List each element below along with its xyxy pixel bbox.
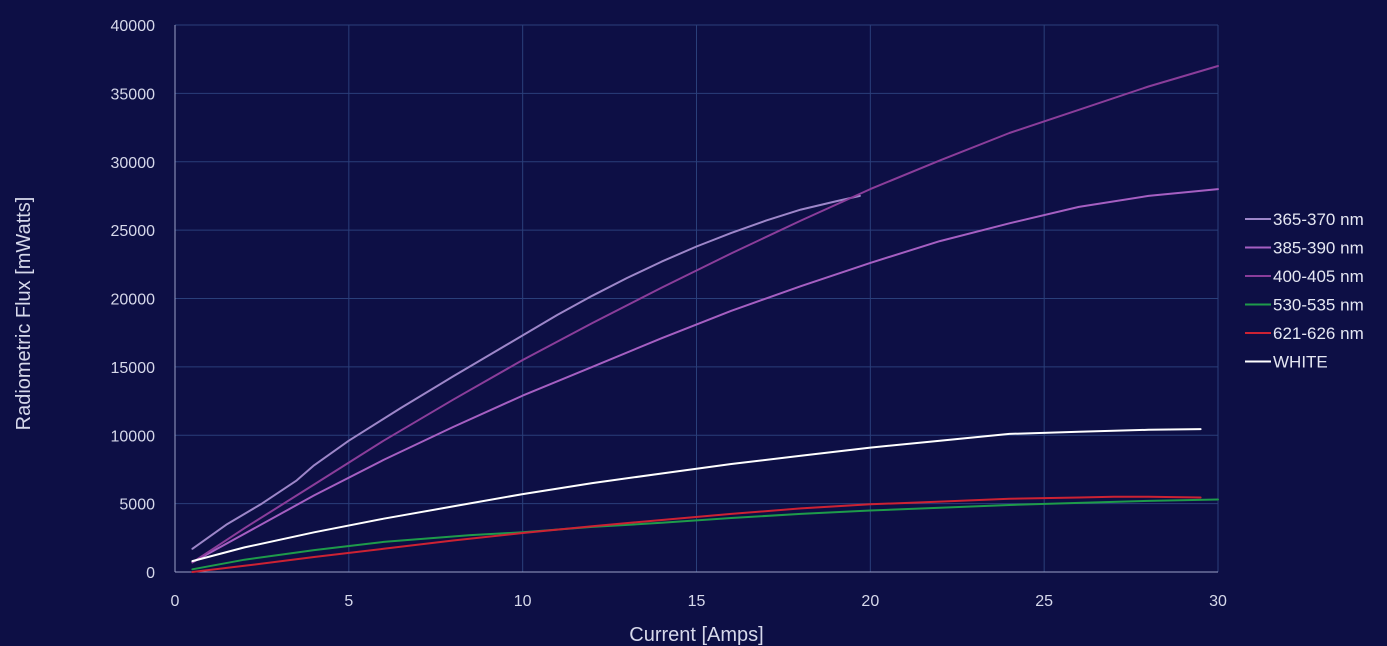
x-tick-label: 30 — [1209, 593, 1227, 610]
legend-item-white: WHITE — [1245, 353, 1328, 372]
y-axis-ticks: 0 5000 10000 15000 20000 25000 30000 35000 40000 — [111, 18, 156, 582]
legend-item-365-370-nm: 365-370 nm — [1245, 210, 1364, 229]
x-axis-ticks: 0 5 10 15 20 25 30 — [171, 593, 1227, 610]
y-axis-title: Radiometric Flux [mWatts] — [13, 197, 35, 431]
x-tick-label: 25 — [1035, 593, 1053, 610]
y-tick-label: 5000 — [119, 497, 155, 514]
grid — [175, 24, 1219, 572]
axes — [174, 25, 1218, 573]
y-tick-label: 0 — [146, 565, 155, 582]
y-tick-label: 25000 — [111, 223, 156, 240]
series-line-530-535-nm — [191, 498, 1219, 571]
legend-item-621-626-nm: 621-626 nm — [1245, 324, 1364, 343]
legend-label: 365-370 nm — [1273, 210, 1364, 229]
legend-label: 400-405 nm — [1273, 267, 1364, 286]
series-line-621-626-nm — [191, 495, 1202, 573]
y-tick-label: 30000 — [111, 155, 156, 172]
x-tick-label: 10 — [514, 593, 532, 610]
legend: 365-370 nm 385-390 nm 400-405 nm 530-535 nm… — [1245, 210, 1364, 372]
series-line-white — [191, 428, 1202, 563]
x-tick-label: 20 — [861, 593, 879, 610]
x-axis-title: Current [Amps] — [629, 624, 763, 646]
legend-label: 530-535 nm — [1273, 296, 1364, 315]
y-tick-label: 10000 — [111, 428, 156, 445]
series-lines — [191, 65, 1219, 573]
legend-item-530-535-nm: 530-535 nm — [1245, 296, 1364, 315]
y-tick-label: 20000 — [111, 292, 156, 309]
legend-item-385-390-nm: 385-390 nm — [1245, 239, 1364, 258]
series-line-385-390-nm — [191, 188, 1219, 564]
x-tick-label: 0 — [171, 593, 180, 610]
series-line-365-370-nm — [191, 194, 861, 550]
x-tick-label: 5 — [344, 593, 353, 610]
legend-label: 385-390 nm — [1273, 239, 1364, 258]
y-tick-label: 40000 — [111, 18, 156, 35]
x-tick-label: 15 — [688, 593, 706, 610]
legend-item-400-405-nm: 400-405 nm — [1245, 267, 1364, 286]
y-tick-label: 35000 — [111, 86, 156, 103]
legend-label: WHITE — [1273, 353, 1328, 372]
series-line-400-405-nm — [191, 65, 1219, 564]
y-tick-label: 15000 — [111, 360, 156, 377]
legend-label: 621-626 nm — [1273, 324, 1364, 343]
